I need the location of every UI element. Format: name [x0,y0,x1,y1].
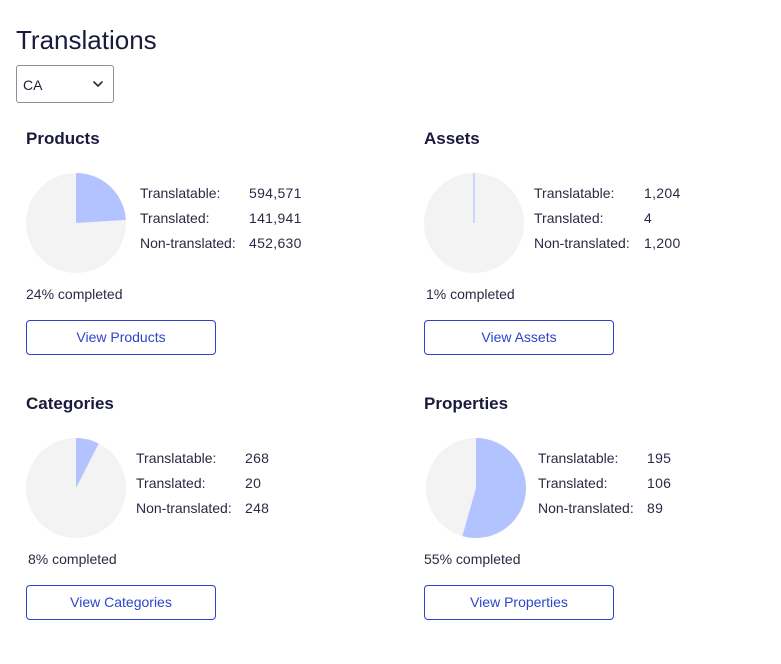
card-title: Categories [26,394,114,413]
stat-value: 4 [644,210,653,226]
stat-label: Non-translated: [534,235,630,251]
stat-value: 594,571 [249,185,302,201]
stat-label: Translatable: [140,185,221,201]
locale-select[interactable]: CA [16,65,114,103]
chevron-down-icon [93,81,103,87]
card-title: Assets [424,129,480,148]
card-products: Products Translatable: 594,571 Translate… [16,127,376,367]
stat-value: 106 [647,475,672,491]
stat-value: 195 [647,450,672,466]
locale-select-value: CA [23,77,43,93]
stat-value: 268 [245,450,270,466]
stat-label: Translatable: [534,185,615,201]
view-properties-button[interactable]: View Properties [424,585,614,620]
pie-slice-translated [76,438,99,488]
pie-chart-properties [426,438,527,538]
pie-slice-translated [76,173,126,223]
stat-label: Translated: [538,475,608,491]
pie-chart-assets [424,173,524,273]
stat-label: Non-translated: [136,500,232,516]
stat-value: 452,630 [249,235,302,251]
page-title: Translations [16,25,157,55]
card-categories: Categories Translatable: 268 Translated:… [16,392,376,632]
view-categories-button[interactable]: View Categories [26,585,216,620]
stat-label: Translated: [534,210,604,226]
completed-percent: 24% completed [26,286,123,302]
card-title: Products [26,129,100,148]
view-products-button[interactable]: View Products [26,320,216,355]
card-title: Properties [424,394,509,413]
pie-chart-categories [26,438,126,538]
completed-percent: 8% completed [28,551,117,567]
stat-label: Translatable: [136,450,217,466]
pie-chart-products [26,173,126,273]
card-properties: Properties Translatable: 195 Translated:… [414,392,774,632]
stat-value: 1,200 [644,235,681,251]
stat-value: 248 [245,500,270,516]
stat-label: Non-translated: [140,235,236,251]
stat-value: 1,204 [644,185,681,201]
completed-percent: 55% completed [424,551,521,567]
stat-label: Translated: [136,475,206,491]
stat-label: Translated: [140,210,210,226]
stat-value: 141,941 [249,210,302,226]
stat-value: 20 [245,475,262,491]
stat-label: Non-translated: [538,500,634,516]
completed-percent: 1% completed [426,286,515,302]
view-assets-button[interactable]: View Assets [424,320,614,355]
pie-slice-translated [462,438,527,538]
stat-label: Translatable: [538,450,619,466]
card-assets: Assets Translatable: 1,204 Translated: 4… [414,127,774,367]
stat-value: 89 [647,500,664,516]
